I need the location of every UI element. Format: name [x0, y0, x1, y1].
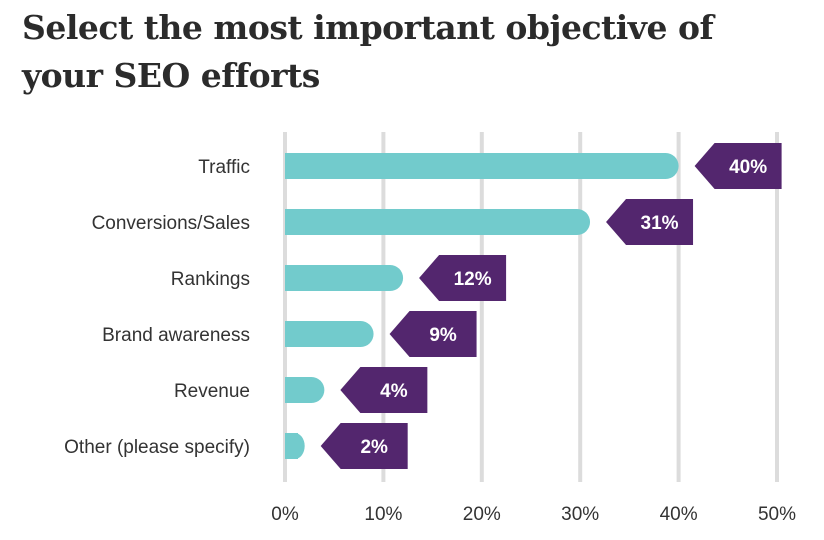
category-label: Traffic [198, 157, 250, 178]
data-label: 9% [429, 325, 457, 346]
bar [285, 153, 679, 179]
data-label-tag [694, 143, 782, 189]
bar [285, 321, 374, 347]
bar-base [285, 265, 298, 291]
data-labels: 40% 31% 12% 9% 4% 2% [320, 143, 782, 469]
category-label: Revenue [174, 381, 250, 402]
bar-base [285, 153, 298, 179]
data-label-tag [419, 255, 507, 301]
x-tick-label: 40% [660, 504, 698, 525]
x-tick-label: 50% [758, 504, 796, 525]
data-label-tag [389, 311, 477, 357]
x-tick-label: 10% [364, 504, 402, 525]
x-tick-label: 20% [463, 504, 501, 525]
category-labels: Traffic Conversions/Sales Rankings Brand aw… [64, 157, 250, 458]
data-label: 4% [380, 381, 408, 402]
bar-base [285, 321, 298, 347]
chart-title: Select the most important objective of y… [22, 8, 714, 95]
x-axis-ticks: 0% 10% 20% 30% 40% 50% [271, 504, 796, 525]
bar-base [285, 433, 298, 459]
bar [285, 265, 404, 291]
data-label-tag [340, 367, 428, 413]
gridlines [283, 132, 779, 482]
data-label: 40% [729, 157, 767, 178]
data-label: 31% [641, 213, 679, 234]
bars [285, 153, 679, 459]
bar [285, 209, 591, 235]
bar-base [285, 377, 298, 403]
data-label: 2% [360, 437, 388, 458]
data-label: 12% [454, 269, 492, 290]
x-tick-label: 30% [561, 504, 599, 525]
category-label: Conversions/Sales [92, 213, 250, 234]
data-label-tag [606, 199, 694, 245]
bar-base [285, 209, 298, 235]
x-tick-label: 0% [271, 504, 299, 525]
category-label: Other (please specify) [64, 437, 250, 458]
category-label: Brand awareness [102, 325, 250, 346]
category-label: Rankings [171, 269, 250, 290]
data-label-tag [320, 423, 408, 469]
